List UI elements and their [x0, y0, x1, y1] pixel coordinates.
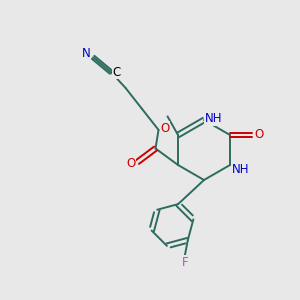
Text: O: O: [126, 157, 136, 170]
Text: O: O: [160, 122, 170, 135]
Text: O: O: [254, 128, 264, 142]
Text: N: N: [82, 47, 91, 60]
Text: F: F: [182, 256, 188, 269]
Text: NH: NH: [232, 163, 249, 176]
Text: C: C: [112, 66, 121, 79]
Text: NH: NH: [205, 112, 222, 125]
